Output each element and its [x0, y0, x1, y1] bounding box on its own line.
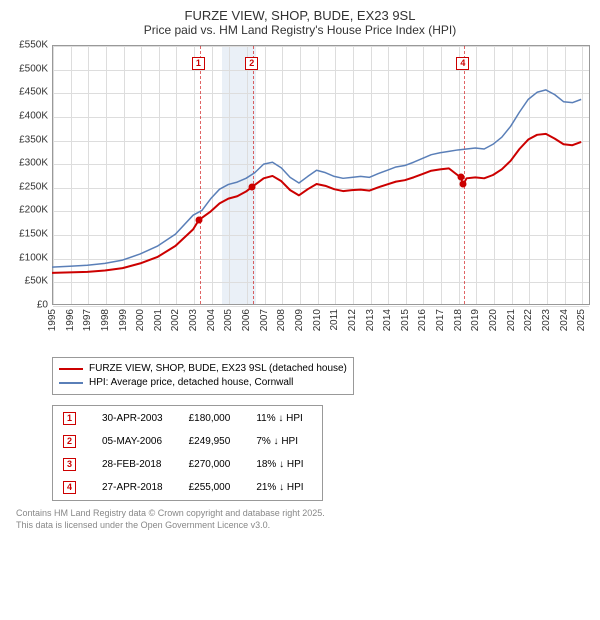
legend-row: HPI: Average price, detached house, Corn…	[59, 376, 347, 390]
legend-row: FURZE VIEW, SHOP, BUDE, EX23 9SL (detach…	[59, 362, 347, 376]
y-axis-label: £450K	[10, 87, 48, 98]
x-axis-label: 2003	[188, 309, 199, 331]
chart-area: £0 £50K £100K £150K £200K £250K £300K £350K £400…	[10, 41, 590, 351]
x-axis-label: 2021	[506, 309, 517, 331]
legend-label: HPI: Average price, detached house, Corn…	[89, 376, 293, 390]
y-axis-label: £250K	[10, 181, 48, 192]
x-axis-label: 1998	[100, 309, 111, 331]
series-lines	[52, 45, 590, 305]
table-row: 4 27-APR-2018£255,00021% ↓ HPI	[55, 477, 320, 498]
legend-label: FURZE VIEW, SHOP, BUDE, EX23 9SL (detach…	[89, 362, 347, 376]
x-axis-label: 2007	[259, 309, 270, 331]
sale-marker-cell: 2	[55, 431, 92, 452]
x-axis-label: 2023	[541, 309, 552, 331]
x-axis-label: 2025	[576, 309, 587, 331]
x-axis-label: 2019	[470, 309, 481, 331]
series-property	[52, 134, 581, 273]
sale-price: £255,000	[181, 477, 247, 498]
x-axis-label: 2005	[223, 309, 234, 331]
y-axis-label: £50K	[10, 276, 48, 287]
y-axis-label: £400K	[10, 110, 48, 121]
chart-subtitle: Price paid vs. HM Land Registry's House …	[10, 23, 590, 37]
table-row: 2 05-MAY-2006£249,9507% ↓ HPI	[55, 431, 320, 452]
x-axis-label: 2009	[294, 309, 305, 331]
x-axis-label: 1996	[65, 309, 76, 331]
sale-date: 28-FEB-2018	[94, 454, 179, 475]
table-row: 3 28-FEB-2018£270,00018% ↓ HPI	[55, 454, 320, 475]
legend-swatch	[59, 368, 83, 370]
x-axis-label: 1997	[82, 309, 93, 331]
sale-marker-icon: 2	[63, 435, 76, 448]
x-axis-label: 2020	[488, 309, 499, 331]
x-axis-label: 2013	[365, 309, 376, 331]
legend: FURZE VIEW, SHOP, BUDE, EX23 9SL (detach…	[52, 357, 354, 395]
sale-marker-cell: 1	[55, 408, 92, 429]
x-axis-label: 2010	[312, 309, 323, 331]
x-axis-label: 2018	[453, 309, 464, 331]
x-axis-label: 2022	[523, 309, 534, 331]
sale-dot	[195, 216, 202, 223]
footer-licence: This data is licensed under the Open Gov…	[16, 519, 590, 531]
footer-copyright: Contains HM Land Registry data © Crown c…	[16, 507, 590, 519]
y-axis-label: £300K	[10, 158, 48, 169]
x-axis-label: 2002	[170, 309, 181, 331]
sale-date: 30-APR-2003	[94, 408, 179, 429]
legend-swatch	[59, 382, 83, 384]
table-row: 1 30-APR-2003£180,00011% ↓ HPI	[55, 408, 320, 429]
sale-marker-icon: 3	[63, 458, 76, 471]
x-axis-label: 1999	[118, 309, 129, 331]
sale-delta: 18% ↓ HPI	[248, 454, 319, 475]
sale-price: £180,000	[181, 408, 247, 429]
sale-price: £249,950	[181, 431, 247, 452]
sale-dot	[460, 181, 467, 188]
x-axis-label: 2001	[153, 309, 164, 331]
y-axis-label: £150K	[10, 229, 48, 240]
x-axis-label: 1995	[47, 309, 58, 331]
sale-delta: 11% ↓ HPI	[248, 408, 319, 429]
sale-marker-icon: 4	[63, 481, 76, 494]
x-axis-label: 2011	[329, 309, 340, 331]
sale-dot	[249, 183, 256, 190]
sale-delta: 21% ↓ HPI	[248, 477, 319, 498]
x-axis-label: 2015	[400, 309, 411, 331]
x-axis-label: 2012	[347, 309, 358, 331]
chart-title: FURZE VIEW, SHOP, BUDE, EX23 9SL	[10, 8, 590, 23]
sale-delta: 7% ↓ HPI	[248, 431, 319, 452]
x-axis-label: 2008	[276, 309, 287, 331]
sale-marker-cell: 3	[55, 454, 92, 475]
x-axis-label: 2014	[382, 309, 393, 331]
y-axis-label: £200K	[10, 205, 48, 216]
x-axis-label: 2024	[559, 309, 570, 331]
sale-marker-cell: 4	[55, 477, 92, 498]
series-hpi	[52, 90, 581, 267]
sale-marker-icon: 1	[63, 412, 76, 425]
y-axis-label: £350K	[10, 134, 48, 145]
y-axis-label: £550K	[10, 40, 48, 51]
sale-date: 05-MAY-2006	[94, 431, 179, 452]
x-axis-label: 2006	[241, 309, 252, 331]
sale-price: £270,000	[181, 454, 247, 475]
y-axis-label: £500K	[10, 63, 48, 74]
sale-dot	[457, 174, 464, 181]
y-axis-label: £0	[10, 300, 48, 311]
sale-date: 27-APR-2018	[94, 477, 179, 498]
gridline-h	[53, 306, 589, 307]
x-axis-label: 2017	[435, 309, 446, 331]
y-axis-label: £100K	[10, 252, 48, 263]
x-axis-label: 2000	[135, 309, 146, 331]
x-axis-label: 2004	[206, 309, 217, 331]
sales-table: 1 30-APR-2003£180,00011% ↓ HPI 2 05-MAY-200…	[52, 405, 323, 501]
x-axis-label: 2016	[417, 309, 428, 331]
